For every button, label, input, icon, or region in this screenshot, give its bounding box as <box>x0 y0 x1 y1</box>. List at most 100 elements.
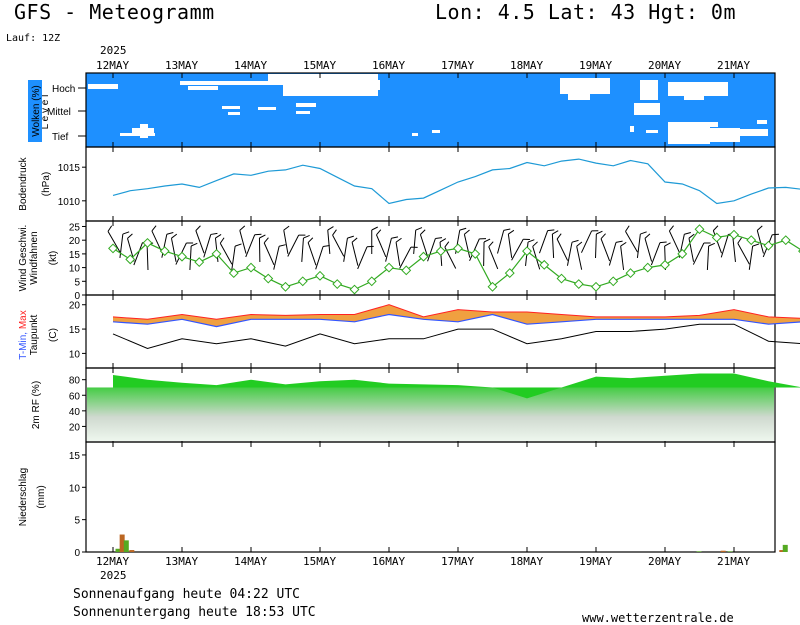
wind-speed-point <box>384 262 394 273</box>
wind-barb-staff <box>668 230 680 253</box>
wind-barb-feather <box>283 225 290 231</box>
wind-barb-feather <box>664 242 671 247</box>
temperature-panel-frame <box>85 294 776 369</box>
wind-barb-feather <box>756 225 763 231</box>
wind-barb-feather <box>332 229 337 236</box>
wind-barb <box>595 230 603 259</box>
wind-barb <box>756 225 764 254</box>
precip-bar <box>782 544 788 552</box>
wind-barb-feather <box>508 229 515 235</box>
wind-barb-staff <box>636 234 641 258</box>
wind-speed-point <box>470 248 481 259</box>
wind-barb-feather <box>234 243 242 247</box>
wind-barb-staff <box>119 234 124 258</box>
precip-panel-frame <box>85 441 776 553</box>
wind-barb <box>706 242 715 271</box>
wind-barb-feather <box>298 234 306 236</box>
wind-tick-label: 15 <box>69 250 81 261</box>
wind-barb <box>307 237 317 266</box>
wind-barb <box>636 231 647 258</box>
cloud-clear-patch <box>296 103 316 107</box>
wind-panel-frame <box>85 220 776 296</box>
wind-speed-point <box>194 257 205 268</box>
wind-barb <box>351 237 359 266</box>
wind-barb-staff <box>706 245 710 271</box>
cloud-clear-patch <box>222 106 240 109</box>
wind-barb-feather <box>523 238 530 241</box>
wind-barb-feather <box>752 243 760 247</box>
wind-barb-staff <box>712 230 723 254</box>
temperature-tick-label: 15 <box>69 325 81 336</box>
precip-tick-label: 10 <box>69 483 81 494</box>
day-label-bottom: 15MAY <box>303 555 336 568</box>
wind-barb-feather <box>395 237 402 243</box>
wind-barb-staff <box>644 238 653 262</box>
cloud-clear-patch <box>668 122 710 144</box>
wind-barb-staff <box>133 242 143 266</box>
wind-barb-feather <box>190 242 198 247</box>
wind-barb-feather <box>464 229 470 235</box>
precip-tick-label: 15 <box>69 451 81 462</box>
wind-speed-point <box>211 248 222 259</box>
wind-barb <box>620 241 627 270</box>
wind-barb-staff <box>688 238 695 262</box>
wind-barb-feather <box>415 227 423 231</box>
wind-barb-staff <box>463 234 471 258</box>
wind-barb-feather <box>600 233 606 240</box>
wind-barb <box>371 226 378 254</box>
wind-barb-feather <box>195 225 201 231</box>
wind-barb-staff <box>732 238 736 262</box>
humidity-area <box>113 373 800 399</box>
wind-barb-staff <box>737 243 750 265</box>
wind-barb-feather <box>171 233 178 239</box>
wind-barb <box>119 231 130 258</box>
cloud-level-label: Tief <box>52 132 69 143</box>
wind-barb-staff <box>315 246 324 270</box>
wind-barb-staff <box>203 234 212 258</box>
wind-barb <box>170 233 178 262</box>
wind-barb-feather <box>347 235 354 239</box>
wind-barb <box>107 225 121 253</box>
pressure-panel-frame <box>85 146 776 222</box>
wind-barb-feather <box>703 242 711 244</box>
day-label-bottom: 17MAY <box>441 555 474 568</box>
wind-barb-feather <box>127 233 133 239</box>
pressure-tick-label: 1015 <box>58 163 81 174</box>
wind-speed-point <box>677 248 688 259</box>
cloud-clear-patch <box>568 90 590 100</box>
wind-barb-feather <box>323 244 330 247</box>
wind-barb-staff <box>488 246 499 270</box>
wind-barb-staff <box>720 234 729 258</box>
wind-barb-staff <box>195 230 205 254</box>
cloud-clear-patch <box>350 80 380 90</box>
wind-barb-feather <box>712 225 719 231</box>
wind-barb <box>581 230 599 253</box>
wind-barb <box>608 240 623 266</box>
wind-barb-staff <box>146 245 149 271</box>
wind-barb <box>692 242 711 265</box>
day-label-top: 14MAY <box>234 59 267 72</box>
wind-speed-point <box>642 262 653 273</box>
sunset-text: Sonnenuntergang heute 18:53 UTC <box>73 605 316 620</box>
credit-link[interactable]: www.wetterzentrale.de <box>582 611 734 625</box>
wind-barb-staff <box>497 230 505 254</box>
wind-barb <box>650 241 667 266</box>
wind-tick-label: 0 <box>74 291 80 302</box>
wind-barb-feather <box>483 238 491 243</box>
day-label-bottom: 21MAY <box>717 555 750 568</box>
day-label-top: 18MAY <box>510 59 543 72</box>
wind-speed-point <box>625 268 636 279</box>
day-label-top: 15MAY <box>303 59 336 72</box>
cloud-clear-patch <box>258 107 276 110</box>
pressure-tick-label: 1010 <box>58 197 81 208</box>
run-label: Lauf: 12Z <box>6 33 61 44</box>
wind-barb-feather <box>439 238 447 243</box>
wind-speed-point <box>522 246 532 257</box>
wind-barb-feather <box>737 237 742 244</box>
wind-speed-point <box>435 246 446 257</box>
wind-barb <box>497 228 511 254</box>
dewpoint-line <box>112 323 800 350</box>
day-label-bottom: 12MAY <box>96 555 129 568</box>
day-label-top: 21MAY <box>717 59 750 72</box>
precip-bar <box>720 550 726 552</box>
